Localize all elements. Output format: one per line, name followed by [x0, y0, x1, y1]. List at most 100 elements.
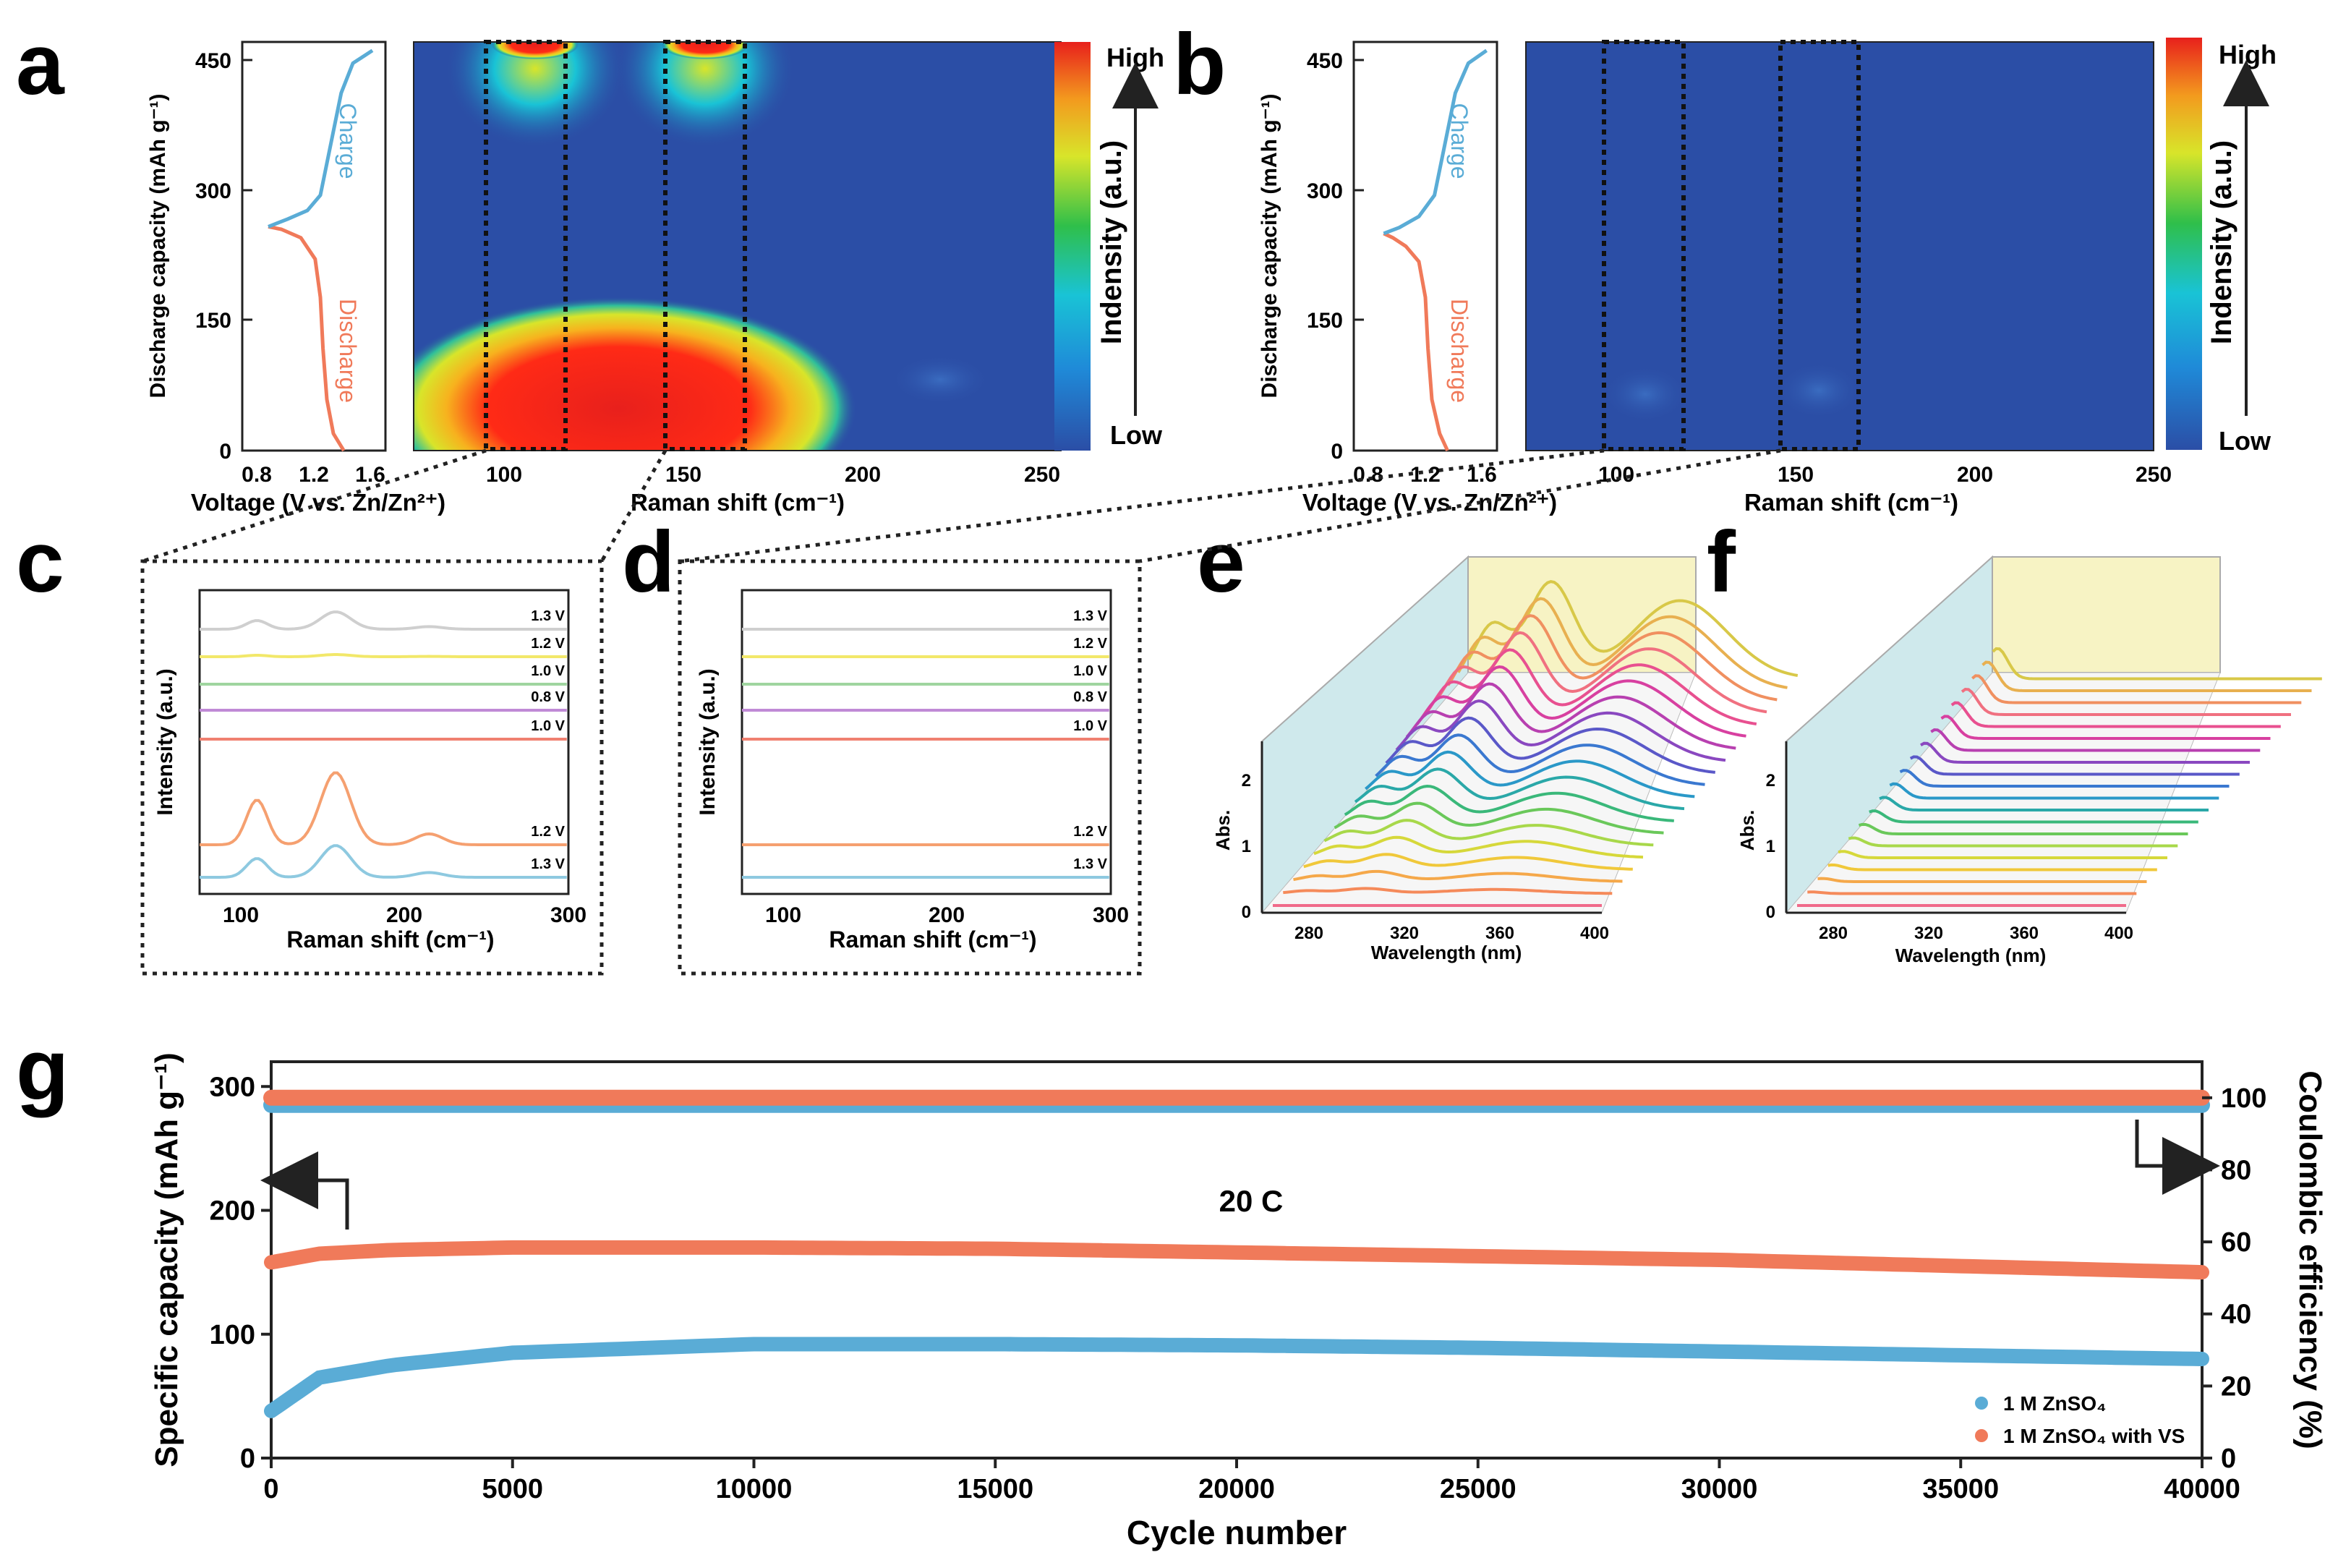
c-ylabel: Intensity (a.u.)	[153, 668, 177, 815]
a-ytick-450: 450	[195, 49, 231, 73]
a-xtick-1.6: 1.6	[355, 463, 385, 487]
panel-letter-e: e	[1197, 514, 1245, 610]
spectrum-11	[1375, 733, 1705, 786]
g-capacity-point-2-5	[748, 1241, 760, 1253]
a-heat-top-right	[615, 42, 795, 148]
g-capacity-point-1-8	[1472, 1342, 1484, 1354]
panel-letter-f: f	[1707, 514, 1736, 610]
g-y2label: Coulombic efficiency (%)	[2292, 1070, 2325, 1449]
a-heat-top-left	[445, 42, 626, 148]
spectrum-17	[1961, 687, 2291, 716]
trace-label-7: 1.3 V	[1073, 856, 1107, 872]
connector-b1	[679, 448, 1605, 563]
b-heat-frame	[1525, 41, 2154, 451]
g-capacity-point-1-4	[506, 1347, 519, 1359]
a-heat-xtick-200: 200	[845, 463, 881, 487]
a-colorbar	[1054, 42, 1091, 451]
spectrum-5	[1838, 850, 2167, 859]
f-xtick-280: 280	[1819, 924, 1848, 943]
g-y2tick-60: 60	[2221, 1227, 2251, 1258]
a-curve-ylabel: Discharge capacity (mAh g⁻¹)	[146, 94, 170, 399]
g-capacity-point-1-6	[989, 1338, 1002, 1350]
connector-b2	[1139, 448, 1781, 563]
a-discharge-label: Discharge	[335, 299, 361, 403]
a-colorbar-title: Indensity (a.u.)	[1096, 140, 1127, 344]
g-ytick-100: 100	[210, 1320, 255, 1350]
spectrum-8	[1344, 784, 1674, 822]
g-y2tick-40: 40	[2221, 1300, 2251, 1330]
a-heat-xlabel: Raman shift (cm⁻¹)	[631, 489, 845, 516]
g-ytick-300: 300	[210, 1072, 255, 1102]
spectrum-13	[1920, 741, 2250, 764]
panel-d: 1.3 V1.2 V1.0 V0.8 V1.0 V1.2 V1.3 V 100 …	[678, 559, 1142, 976]
b-xtick-1.2: 1.2	[1410, 463, 1441, 487]
panel-c: 1.3 V1.2 V1.0 V0.8 V1.0 V1.2 V1.3 V 100 …	[140, 559, 604, 976]
g-legend-marker-1	[1975, 1397, 1988, 1410]
trace-label-6: 1.2 V	[531, 824, 565, 840]
b-heat-xtick-200: 200	[1957, 463, 1993, 487]
g-legend-label-2: 1 M ZnSO₄ with VS	[2003, 1425, 2185, 1447]
b-colorbar	[2166, 38, 2202, 450]
g-capacity-point-2-11	[2196, 1266, 2208, 1279]
e-traces	[1273, 580, 1799, 907]
b-charge-label: Charge	[1446, 103, 1472, 179]
panel-letter-a: a	[16, 16, 65, 113]
g-capacity-point-2-7	[1231, 1246, 1242, 1258]
spectrum-12	[1385, 716, 1716, 774]
trace-label-3: 1.0 V	[531, 663, 565, 679]
spectrum-14	[1405, 682, 1736, 750]
a-heat-bottom-hot	[414, 297, 857, 451]
trace-label-5: 1.0 V	[1073, 718, 1107, 734]
a-heat-xtick-250: 250	[1024, 463, 1060, 487]
f-ylabel: Abs.	[1736, 810, 1758, 851]
b-charge-curve	[1383, 48, 1488, 236]
f-ytick-0: 0	[1766, 903, 1775, 922]
trace-label-3: 1.0 V	[1073, 663, 1107, 679]
spectrum-5	[1313, 835, 1644, 859]
g-capacity-point-2-4	[506, 1241, 519, 1253]
d-xtick-300: 300	[1093, 903, 1129, 927]
b-heat-xlabel: Raman shift (cm⁻¹)	[1744, 489, 1958, 516]
spectrum-4	[1827, 863, 2157, 872]
panel-a-curve-frame	[241, 41, 387, 452]
g-capacity-point-2-6	[989, 1243, 1002, 1255]
a-heat-bottom-glow	[890, 354, 991, 405]
spectrum-15	[1940, 715, 2271, 740]
f-ytick-2: 2	[1766, 771, 1775, 791]
trace-1	[200, 610, 567, 631]
g-capacity-point-2-1	[265, 1256, 277, 1269]
spectrum-4	[1303, 853, 1633, 871]
d-xtick-100: 100	[765, 903, 801, 927]
f-xtick-400: 400	[2104, 924, 2133, 943]
trace-label-6: 1.2 V	[1073, 824, 1107, 840]
g-y2tick-100: 100	[2221, 1083, 2266, 1114]
panel-g: 0 5000 10000 15000 20000 25000 30000 35000 40000…	[149, 1052, 2325, 1551]
spectrum-9	[1879, 796, 2209, 811]
b-xtick-0.8: 0.8	[1353, 463, 1383, 487]
g-capacity-point-1-1	[265, 1405, 277, 1417]
c-axes-frame	[198, 589, 570, 895]
a-charge-label: Charge	[335, 103, 361, 179]
b-ytick-450: 450	[1307, 49, 1343, 73]
f-xtick-320: 320	[1914, 924, 1943, 943]
b-ytick-150: 150	[1307, 309, 1343, 333]
panel-b-curve-frame	[1352, 41, 1498, 452]
spectrum-10	[1365, 750, 1695, 798]
panel-letter-b: b	[1173, 16, 1226, 113]
a-heat-xtick-150: 150	[665, 463, 701, 487]
trace-label-4: 0.8 V	[531, 689, 565, 705]
b-heat-faint-1	[1602, 365, 1689, 423]
g-legend-label-1: 1 M ZnSO₄	[2003, 1392, 2106, 1415]
b-discharge-label: Discharge	[1446, 299, 1472, 403]
spectrum-3	[1293, 869, 1623, 883]
a-heat-top-hot1	[492, 42, 579, 59]
trace-6	[200, 771, 567, 846]
g-ylabel: Specific capacity (mAh g⁻¹)	[149, 1052, 184, 1467]
spectrum-19	[1981, 660, 2312, 692]
spectrum-9	[1354, 767, 1685, 811]
g-xtick-40000: 40000	[2164, 1474, 2240, 1504]
a-colorbar-high: High	[1106, 43, 1164, 72]
d-dotted-frame	[678, 559, 1142, 976]
e-ytick-1: 1	[1242, 837, 1251, 856]
panel-a-curve-xticks: 0.8 1.2 1.6	[242, 463, 385, 487]
